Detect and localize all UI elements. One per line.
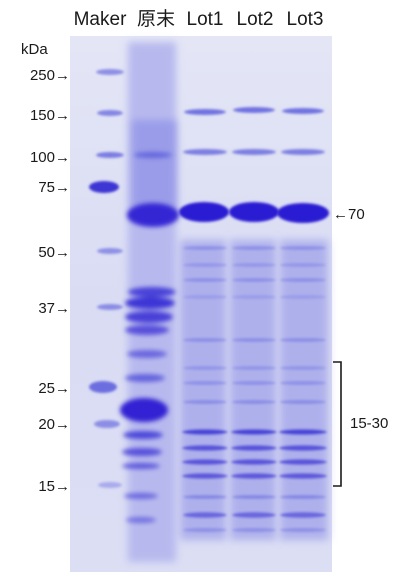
mw-label-50: 50→	[38, 244, 70, 261]
lane-label-lot2: Lot2	[236, 9, 274, 30]
lane-headers: Maker 原末 Lot1 Lot2 Lot3	[0, 0, 403, 40]
mw-label-37: 37→	[38, 300, 70, 317]
kda-unit-label: kDa	[21, 41, 48, 58]
lane-label-lot1: Lot1	[186, 9, 224, 30]
lane-lot2	[229, 107, 279, 540]
mw-label-15: 15→	[38, 478, 70, 495]
lane-lot1	[179, 109, 229, 540]
lane-marker	[89, 69, 124, 488]
lane-lot3	[277, 108, 329, 540]
mw-label-20: 20→	[38, 416, 70, 433]
lane-yuanmo	[120, 42, 179, 562]
mw-label-75: 75→	[38, 179, 70, 196]
mw-label-250: 250→	[29, 67, 70, 84]
range-bracket	[333, 361, 342, 487]
mw-label-150: 150→	[29, 107, 70, 124]
mw-label-100: 100→	[29, 149, 70, 166]
range-15-30-annotation: 15-30	[350, 415, 389, 432]
band-70-annotation: ←70	[333, 206, 365, 223]
lane-label-maker: Maker	[73, 9, 127, 30]
mw-label-25: 25→	[38, 380, 70, 397]
lane-label-yuanmo: 原末	[136, 9, 176, 30]
lane-label-lot3: Lot3	[286, 9, 324, 30]
marker-axis: kDa 250→ 150→ 100→ 75→ 50→ 37→ 25→ 20→ 1…	[0, 0, 70, 572]
